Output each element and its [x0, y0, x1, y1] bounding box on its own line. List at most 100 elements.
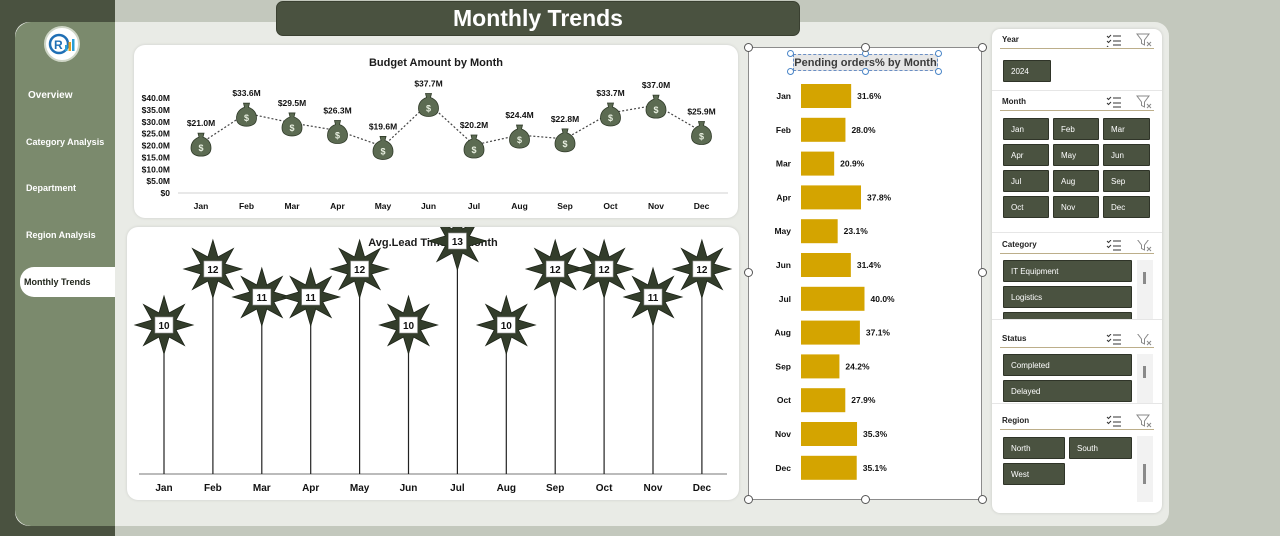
label-box [448, 232, 467, 250]
nav-region-analysis[interactable]: Region Analysis [22, 220, 114, 250]
slicer-item[interactable]: Aug [1053, 170, 1099, 192]
data-label: 28.0% [851, 125, 876, 135]
page-title: Monthly Trends [276, 1, 800, 36]
chart-resize-handle[interactable] [744, 43, 753, 52]
clear-filter-icon[interactable] [1136, 95, 1152, 109]
money-bag-icon [236, 102, 257, 127]
dollar-glyph: $ [653, 105, 658, 115]
money-bag-marker: $ [190, 132, 212, 157]
series-line [200, 102, 702, 148]
data-label: $24.4M [505, 110, 533, 120]
multi-select-icon[interactable] [1106, 33, 1122, 47]
slicer-scrollbar[interactable] [1137, 260, 1153, 319]
nav-department[interactable]: Department [22, 173, 114, 203]
leadtime-chart: 10 Jan 12 Feb 11 Mar 11 Apr 12 May 10 Jun 13 Jul 10 Aug… [133, 227, 733, 494]
money-bag-icon [281, 112, 303, 137]
data-label: 23.1% [844, 226, 869, 236]
slicer-item[interactable]: Delayed [1003, 380, 1132, 402]
slicer-item[interactable]: Jun [1103, 144, 1150, 166]
clear-filter-icon[interactable] [1136, 33, 1152, 47]
clear-filter-icon[interactable] [1136, 334, 1152, 346]
title-resize-handle[interactable] [935, 68, 942, 75]
money-bag-marker: $ [281, 112, 303, 137]
slicer-item[interactable]: Nov [1053, 196, 1099, 218]
slicer-item[interactable]: Completed [1003, 354, 1132, 376]
data-label: 10 [501, 321, 513, 332]
y-tick-label: Feb [776, 125, 791, 135]
slicer-item[interactable]: 2024 [1003, 60, 1051, 82]
title-resize-handle[interactable] [787, 68, 794, 75]
slicer-item[interactable]: South [1069, 437, 1132, 459]
x-tick-label: May [350, 483, 370, 494]
budget-chart-title: Budget Amount by Month [368, 57, 503, 69]
slicer-item[interactable]: Apr [1003, 144, 1049, 166]
data-label: $33.7M [596, 88, 624, 98]
x-tick-label: Mar [253, 483, 271, 494]
slicer-item[interactable]: Jul [1003, 170, 1049, 192]
chart-resize-handle[interactable] [978, 495, 987, 504]
slicer-item[interactable]: Oct [1003, 196, 1049, 218]
multi-select-icon[interactable] [1106, 95, 1122, 109]
dollar-glyph: $ [244, 113, 249, 123]
slicer-item[interactable]: May [1053, 144, 1099, 166]
x-tick-label: Jun [421, 201, 436, 211]
chart-resize-handle[interactable] [978, 43, 987, 52]
clear-filter-icon[interactable] [1136, 414, 1152, 428]
slicer-scrollbar[interactable] [1137, 436, 1153, 502]
label-box [399, 316, 418, 334]
label-box [154, 316, 174, 334]
clear-filter-icon[interactable] [1136, 240, 1152, 252]
slicer-panel: Year 2024 Month Jan Feb Mar Apr May Jun … [992, 29, 1162, 513]
nav-label: Region Analysis [26, 230, 96, 240]
data-label: $25.9M [687, 106, 715, 116]
y-tick-label: $0 [161, 188, 171, 198]
multi-select-icon[interactable] [1106, 240, 1122, 252]
data-label: 37.1% [866, 328, 891, 338]
chart-resize-handle[interactable] [861, 495, 870, 504]
slicer-item[interactable]: IT Equipment [1003, 260, 1132, 282]
x-tick-label: Apr [330, 201, 345, 211]
data-label: 10 [403, 321, 415, 332]
chart-resize-handle[interactable] [744, 268, 753, 277]
money-bag-marker: $ [236, 102, 257, 127]
slicer-item[interactable]: Mar [1103, 118, 1150, 140]
y-tick-label: $30.0M [142, 117, 170, 127]
chart-resize-handle[interactable] [978, 268, 987, 277]
slicer-item[interactable]: Feb [1053, 118, 1099, 140]
multi-select-icon[interactable] [1106, 414, 1122, 428]
x-tick-label: May [375, 201, 392, 211]
money-bag-marker: $ [463, 134, 485, 159]
leadtime-chart-card: Avg.Lead Time by Month 10 Jan 12 Feb 11 Mar 11… [127, 227, 739, 500]
slicer-item[interactable]: Sep [1103, 170, 1150, 192]
title-resize-handle[interactable] [862, 68, 869, 75]
money-bag-icon [600, 102, 621, 127]
pending-chart-card[interactable]: Jan 31.6% Feb 28.0% Mar 20.9% Apr 37.8% May 23.1%… [748, 47, 982, 500]
nav-overview[interactable]: Overview [22, 80, 114, 110]
svg-text:R: R [54, 38, 63, 52]
y-tick-label: Jun [776, 260, 791, 270]
bar [801, 253, 851, 277]
data-label: $37.7M [414, 78, 442, 88]
multi-select-icon[interactable] [1106, 334, 1122, 346]
nav-category-analysis[interactable]: Category Analysis [22, 127, 114, 157]
bar [801, 455, 857, 480]
slicer-item-partial[interactable] [1003, 312, 1132, 319]
label-box [692, 260, 712, 278]
slicer-item[interactable]: Jan [1003, 118, 1049, 140]
chart-resize-handle[interactable] [861, 43, 870, 52]
y-tick-label: $40.0M [142, 93, 170, 103]
slicer-item[interactable]: Logistics [1003, 286, 1132, 308]
x-tick-label: Feb [239, 201, 254, 211]
y-tick-label: Dec [775, 463, 791, 473]
title-resize-handle[interactable] [935, 50, 942, 57]
slicer-scrollbar[interactable] [1137, 354, 1153, 403]
chart-resize-handle[interactable] [744, 495, 753, 504]
bar [801, 117, 846, 142]
slicer-item[interactable]: North [1003, 437, 1065, 459]
slicer-item[interactable]: West [1003, 463, 1065, 485]
nav-monthly-trends[interactable]: Monthly Trends [20, 267, 115, 297]
slicer-item[interactable]: Dec [1103, 196, 1150, 218]
money-bag-marker: $ [418, 93, 439, 117]
money-bag-icon [554, 128, 576, 153]
title-resize-handle[interactable] [787, 50, 794, 57]
